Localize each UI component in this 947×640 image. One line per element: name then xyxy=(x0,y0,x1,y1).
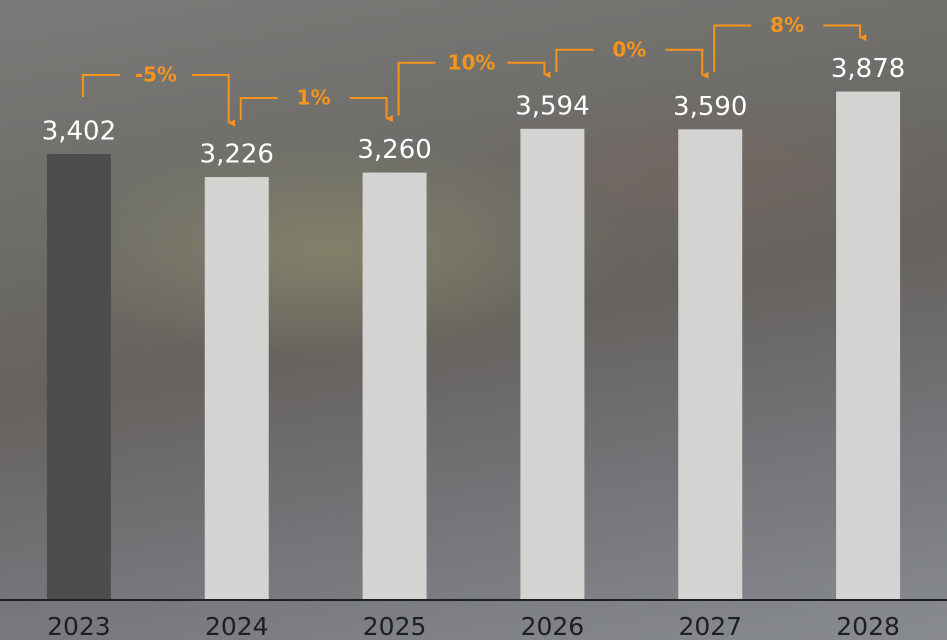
change-connector xyxy=(713,24,752,73)
change-label: 0% xyxy=(612,37,646,61)
x-tick-label: 2027 xyxy=(678,612,742,640)
bar xyxy=(362,172,427,601)
change-connector xyxy=(81,73,120,97)
x-tick-label: 2024 xyxy=(205,612,269,640)
change-label: 10% xyxy=(448,50,496,74)
value-label: 3,260 xyxy=(357,135,431,165)
value-label: 3,402 xyxy=(42,116,116,146)
value-label: 3,594 xyxy=(515,91,589,121)
x-tick-label: 2028 xyxy=(836,612,900,640)
bar xyxy=(678,129,743,601)
change-connector xyxy=(239,97,278,121)
change-arrow xyxy=(191,73,236,127)
value-label: 3,590 xyxy=(673,92,747,122)
bar xyxy=(204,177,269,600)
value-label: 3,226 xyxy=(200,140,274,170)
x-tick-label: 2025 xyxy=(363,612,427,640)
change-arrow xyxy=(349,97,393,123)
change-connector xyxy=(555,48,594,72)
x-tick-label: 2023 xyxy=(47,612,111,640)
change-connector xyxy=(397,61,436,116)
change-label: 1% xyxy=(297,86,331,110)
change-arrow xyxy=(665,48,709,79)
change-arrow xyxy=(823,24,867,42)
value-label: 3,878 xyxy=(831,54,905,84)
change-label: 8% xyxy=(770,13,804,37)
change-label: -5% xyxy=(135,62,177,86)
bar xyxy=(46,153,111,600)
x-tick-label: 2026 xyxy=(521,612,585,640)
change-arrow xyxy=(507,61,551,79)
bar xyxy=(520,128,585,600)
bar xyxy=(836,91,901,600)
